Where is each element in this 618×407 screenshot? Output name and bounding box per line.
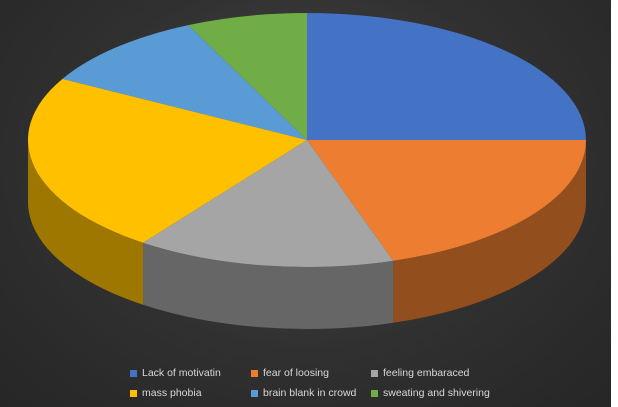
legend-label: brain blank in crowd [263, 387, 357, 399]
legend-item-fear-of-loosing: fear of loosing [251, 366, 329, 380]
pie-slice-mass-phobia [27, 78, 307, 243]
pie-side-fear-of-loosing [393, 140, 586, 323]
pie-slice-sweating-and-shivering [188, 13, 307, 140]
legend-item-lack-of-motivatin: Lack of motivatin [130, 366, 221, 380]
legend-label: Lack of motivatin [142, 367, 221, 379]
legend-swatch [251, 389, 258, 397]
legend-item-brain-blank-in-crowd: brain blank in crowd [251, 386, 356, 400]
legend-swatch [130, 389, 137, 397]
legend-label: feeling embaraced [383, 367, 470, 379]
pie-side-mass-phobia [28, 140, 144, 305]
pie-side-walls [28, 140, 586, 329]
pie-slice-fear-of-loosing [307, 140, 586, 261]
legend-item-mass-phobia: mass phobia [130, 386, 202, 400]
pie-slice-lack-of-motivatin [307, 13, 586, 140]
legend-item-sweating-and-shivering: sweating and shivering [371, 386, 490, 400]
legend-label: sweating and shivering [383, 387, 490, 399]
legend-swatch [371, 369, 378, 377]
legend-label: fear of loosing [263, 367, 329, 379]
legend-swatch [130, 369, 137, 377]
pie-side-feeling-embaraced [143, 242, 394, 329]
legend-item-feeling-embaraced: feeling embaraced [371, 366, 469, 380]
pie-slice-feeling-embaraced [143, 140, 394, 267]
pie-chart [27, 13, 586, 329]
pie-slice-brain-blank-in-crowd [62, 25, 307, 141]
legend-swatch [251, 369, 258, 377]
legend-label: mass phobia [142, 387, 202, 399]
pie-slices [27, 13, 586, 267]
legend-swatch [371, 389, 378, 397]
